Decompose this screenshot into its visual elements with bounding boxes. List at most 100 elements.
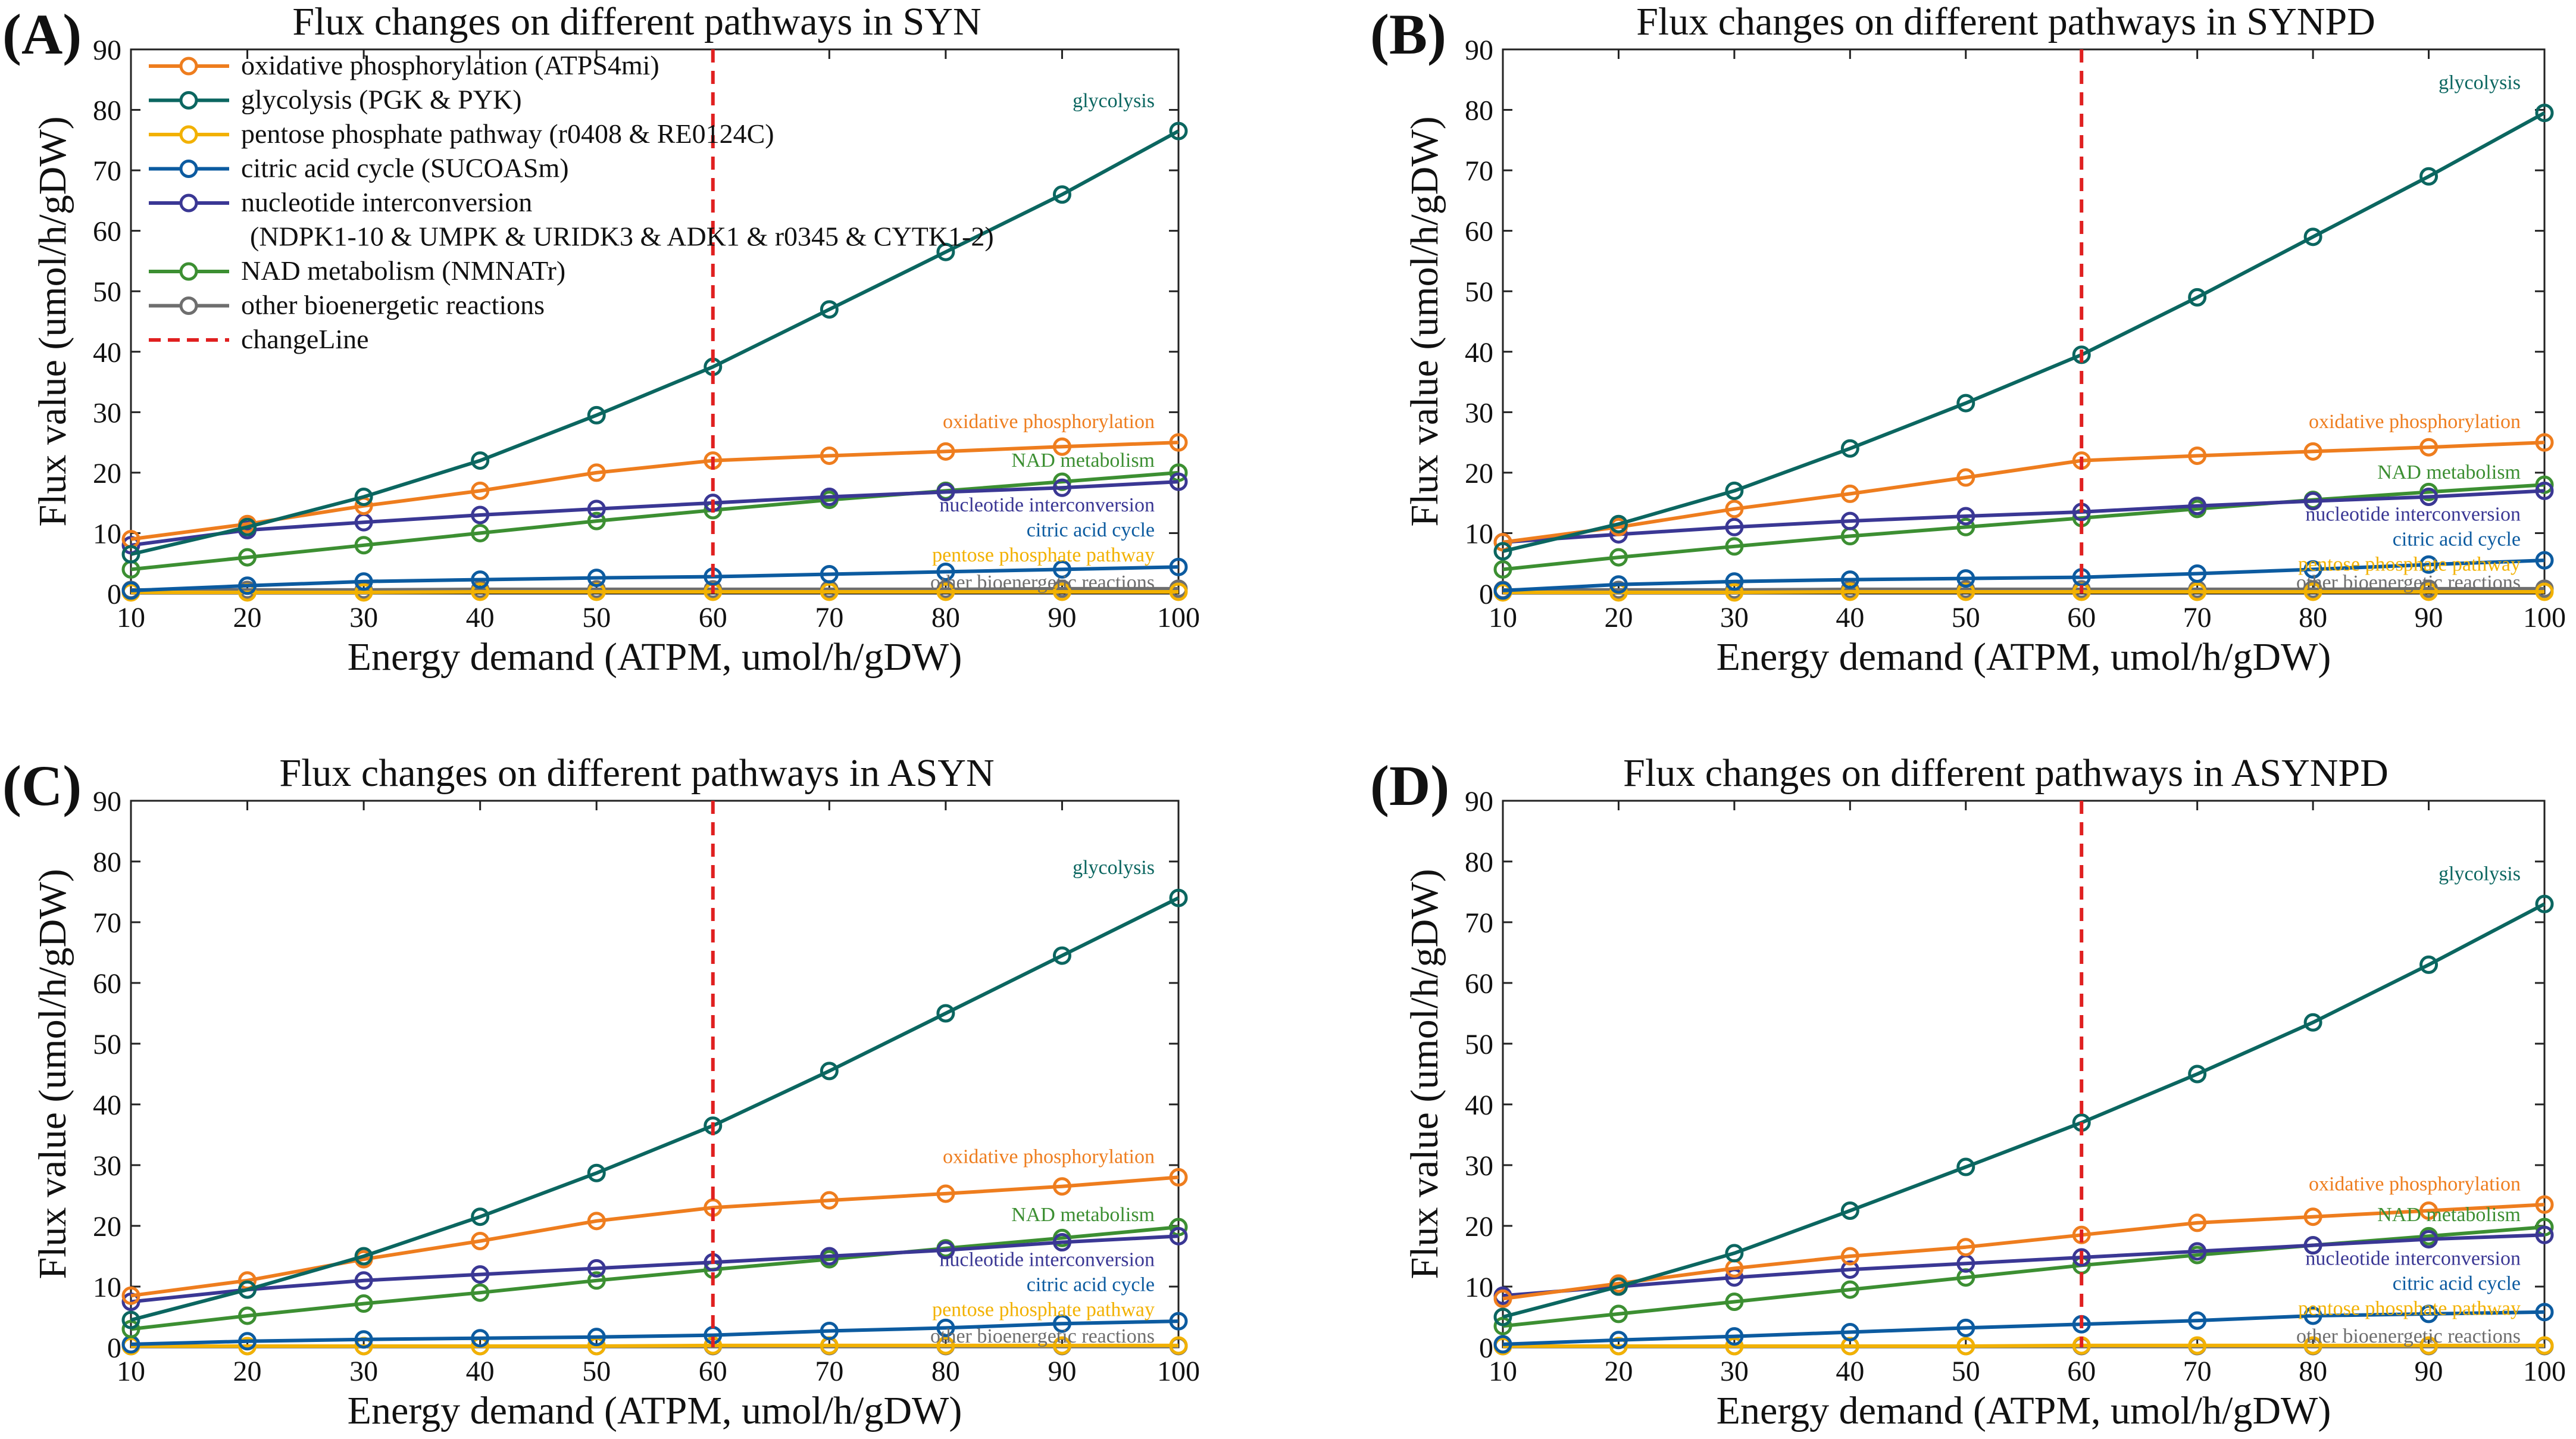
data-point [1169,1168,1188,1187]
x-tick-label: 40 [466,1356,495,1387]
series-line-other-bioenergetic-reactions [1503,586,2544,592]
annotation-label: glycolysis [1073,857,1155,879]
x-tick-label: 70 [2183,602,2212,633]
legend-entry-label: NAD metabolism (NMNATr) [241,255,565,286]
series-line-nucleotide-interconversion [130,480,1179,547]
y-tick-label: 30 [93,1150,121,1182]
y-tick-label: 60 [1465,216,1493,248]
y-tick-label: 20 [1465,1211,1493,1243]
data-point [2535,1195,2554,1214]
data-point [820,300,839,319]
data-point [936,1241,955,1260]
y-tick-label: 70 [1465,155,1493,187]
data-point [121,1286,140,1305]
data-point [936,1336,955,1355]
x-tick-label: 30 [1720,1356,1749,1387]
data-point [1052,1314,1071,1333]
y-tick-label: 20 [1465,458,1493,489]
y-tick-label: 30 [93,397,121,429]
y-tick-label: 0 [1479,579,1493,610]
data-point [587,1328,606,1347]
annotation-label: nucleotide interconversion [939,494,1155,516]
data-point [471,451,490,470]
data-point [1169,557,1188,576]
data-point [1956,394,1975,413]
data-point [354,1330,373,1349]
x-tick-label: 50 [1952,602,1980,633]
data-point [2419,955,2439,974]
legend-entry-label: (NDPK1-10 & UMPK & URIDK3 & ADK1 & r0345… [250,221,994,252]
y-tick-label: 20 [93,1211,121,1243]
annotation-label: oxidative phosphorylation [2309,1173,2521,1195]
y-axis-label: Flux value (umol/h/gDW) [1403,116,1446,526]
panel-label: (A) [2,2,82,66]
data-point [1956,507,1975,526]
data-point [1169,888,1188,907]
data-point [354,583,373,602]
data-point [2535,894,2554,913]
annotation-label: NAD metabolism [1011,1204,1155,1226]
data-point [1609,1277,1628,1296]
annotation-label: other bioenergetic reactions [2296,572,2521,594]
series-line-citric-acid-cycle [1502,558,2545,592]
annotation-label: NAD metabolism [1011,450,1155,472]
data-point [1052,478,1071,497]
y-tick-label: 40 [93,337,121,369]
data-point [1169,1226,1188,1246]
data-point [121,545,140,564]
x-axis-label: Energy demand (ATPM, umol/h/gDW) [1717,635,2331,679]
series-line-oxidative-phosphorylation [130,1175,1179,1298]
data-point [2535,1218,2554,1237]
data-point [587,463,606,482]
x-tick-label: 10 [117,602,145,633]
data-point [587,569,606,588]
data-point [471,481,490,500]
data-point [1169,582,1188,601]
legend-entry-label: pentose phosphate pathway (r0408 & RE012… [241,118,774,149]
y-tick-label: 30 [1465,1150,1493,1182]
data-point [587,500,606,519]
series-line-glycolysis [130,129,1180,556]
y-tick-label: 80 [93,847,121,878]
x-tick-label: 20 [1604,1356,1633,1387]
chart-panel-a: (A) Flux changes on different pathways in… [2,0,1200,679]
data-point [1052,185,1071,204]
data-point [2303,227,2322,246]
data-point [2419,555,2439,574]
data-point [1493,560,1512,579]
data-point [587,1212,606,1231]
data-point [936,562,955,581]
data-point [1956,1337,1975,1356]
y-tick-label: 60 [93,216,121,248]
data-point [2535,433,2554,452]
series-line-nucleotide-interconversion [1502,489,2545,544]
data-point [1840,1280,1859,1299]
y-tick-label: 50 [93,1029,121,1060]
data-point [2303,582,2322,601]
x-tick-label: 70 [815,1356,843,1387]
x-axis-label: Energy demand (ATPM, umol/h/gDW) [348,1389,962,1432]
data-point [2419,167,2439,186]
chart-panel-c: (C) Flux changes on different pathways in… [2,751,1200,1432]
panel-label: (C) [2,754,82,817]
y-tick-label: 50 [1465,1029,1493,1060]
data-point [1725,500,1744,519]
series-line-citric-acid-cycle [130,1319,1179,1346]
legend-entry-label: glycolysis (PGK & PYK) [241,85,522,115]
data-point [1052,1177,1071,1196]
data-point [471,505,490,525]
data-point [471,1283,490,1302]
data-point [1493,1289,1512,1308]
y-tick-label: 60 [93,968,121,1000]
legend-marker [179,296,198,315]
y-axis-label: Flux value (umol/h/gDW) [31,869,74,1279]
data-point [820,565,839,584]
data-point [1169,1312,1188,1331]
data-point [587,1163,606,1182]
x-tick-label: 30 [349,602,378,633]
data-point [1956,468,1975,487]
x-tick-label: 40 [1836,602,1864,633]
data-point [471,1329,490,1348]
x-tick-label: 50 [1952,1356,1980,1387]
